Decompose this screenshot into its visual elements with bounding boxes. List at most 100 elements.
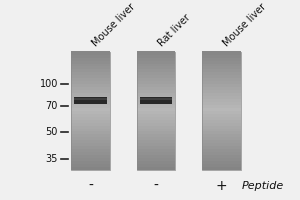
FancyBboxPatch shape (202, 75, 241, 78)
FancyBboxPatch shape (71, 78, 110, 81)
FancyBboxPatch shape (136, 140, 175, 143)
FancyBboxPatch shape (136, 116, 175, 120)
FancyBboxPatch shape (71, 140, 110, 143)
FancyBboxPatch shape (71, 137, 110, 140)
FancyBboxPatch shape (202, 54, 241, 58)
FancyBboxPatch shape (202, 146, 241, 149)
FancyBboxPatch shape (71, 119, 110, 123)
FancyBboxPatch shape (202, 60, 241, 64)
FancyBboxPatch shape (136, 155, 175, 158)
FancyBboxPatch shape (71, 107, 110, 111)
FancyBboxPatch shape (202, 78, 241, 81)
FancyBboxPatch shape (71, 75, 110, 78)
FancyBboxPatch shape (136, 102, 175, 105)
Text: 100: 100 (40, 79, 58, 89)
FancyBboxPatch shape (136, 110, 175, 114)
FancyBboxPatch shape (71, 99, 110, 102)
FancyBboxPatch shape (202, 131, 241, 134)
FancyBboxPatch shape (71, 90, 110, 93)
FancyBboxPatch shape (136, 167, 175, 170)
FancyBboxPatch shape (202, 164, 241, 167)
FancyBboxPatch shape (202, 105, 241, 108)
FancyBboxPatch shape (202, 93, 241, 96)
FancyBboxPatch shape (136, 143, 175, 146)
FancyBboxPatch shape (71, 149, 110, 152)
FancyBboxPatch shape (71, 158, 110, 161)
Bar (140, 98, 172, 100)
FancyBboxPatch shape (202, 102, 241, 105)
FancyBboxPatch shape (71, 134, 110, 137)
FancyBboxPatch shape (136, 125, 175, 129)
FancyBboxPatch shape (71, 152, 110, 155)
FancyBboxPatch shape (136, 93, 175, 96)
Text: 35: 35 (46, 154, 58, 164)
FancyBboxPatch shape (136, 63, 175, 66)
FancyBboxPatch shape (202, 63, 241, 66)
Text: 70: 70 (46, 101, 58, 111)
FancyBboxPatch shape (202, 90, 241, 93)
FancyBboxPatch shape (71, 167, 110, 170)
Bar (71, 52, 110, 170)
FancyBboxPatch shape (202, 125, 241, 129)
FancyBboxPatch shape (71, 102, 110, 105)
FancyBboxPatch shape (71, 113, 110, 117)
FancyBboxPatch shape (136, 87, 175, 90)
FancyBboxPatch shape (136, 72, 175, 75)
FancyBboxPatch shape (71, 116, 110, 120)
FancyBboxPatch shape (202, 116, 241, 120)
FancyBboxPatch shape (136, 161, 175, 164)
FancyBboxPatch shape (202, 81, 241, 84)
FancyBboxPatch shape (136, 164, 175, 167)
FancyBboxPatch shape (136, 158, 175, 161)
Text: Mouse liver: Mouse liver (221, 2, 268, 48)
FancyBboxPatch shape (136, 84, 175, 87)
FancyBboxPatch shape (202, 51, 241, 55)
Text: -: - (88, 179, 93, 193)
FancyBboxPatch shape (71, 84, 110, 87)
FancyBboxPatch shape (71, 51, 110, 55)
FancyBboxPatch shape (71, 57, 110, 61)
Text: +: + (215, 179, 227, 193)
Bar (136, 52, 175, 170)
FancyBboxPatch shape (136, 137, 175, 140)
FancyBboxPatch shape (136, 54, 175, 58)
FancyBboxPatch shape (136, 81, 175, 84)
FancyBboxPatch shape (71, 72, 110, 75)
FancyBboxPatch shape (71, 63, 110, 66)
FancyBboxPatch shape (136, 105, 175, 108)
Text: 50: 50 (46, 127, 58, 137)
FancyBboxPatch shape (136, 78, 175, 81)
FancyBboxPatch shape (202, 119, 241, 123)
FancyBboxPatch shape (202, 122, 241, 126)
FancyBboxPatch shape (136, 152, 175, 155)
FancyBboxPatch shape (202, 152, 241, 155)
FancyBboxPatch shape (136, 119, 175, 123)
FancyBboxPatch shape (71, 164, 110, 167)
FancyBboxPatch shape (71, 66, 110, 69)
FancyBboxPatch shape (136, 149, 175, 152)
FancyBboxPatch shape (136, 57, 175, 61)
Text: -: - (154, 179, 158, 193)
FancyBboxPatch shape (202, 66, 241, 69)
FancyBboxPatch shape (202, 158, 241, 161)
FancyBboxPatch shape (71, 105, 110, 108)
FancyBboxPatch shape (71, 96, 110, 99)
FancyBboxPatch shape (136, 96, 175, 99)
Bar (140, 97, 172, 104)
Text: Mouse liver: Mouse liver (91, 2, 137, 48)
FancyBboxPatch shape (136, 60, 175, 64)
FancyBboxPatch shape (71, 110, 110, 114)
FancyBboxPatch shape (71, 69, 110, 72)
FancyBboxPatch shape (136, 90, 175, 93)
FancyBboxPatch shape (202, 107, 241, 111)
FancyBboxPatch shape (136, 113, 175, 117)
Text: Peptide: Peptide (242, 181, 284, 191)
FancyBboxPatch shape (202, 167, 241, 170)
FancyBboxPatch shape (136, 134, 175, 137)
FancyBboxPatch shape (71, 93, 110, 96)
FancyBboxPatch shape (202, 113, 241, 117)
FancyBboxPatch shape (136, 107, 175, 111)
FancyBboxPatch shape (136, 75, 175, 78)
FancyBboxPatch shape (136, 122, 175, 126)
FancyBboxPatch shape (202, 99, 241, 102)
